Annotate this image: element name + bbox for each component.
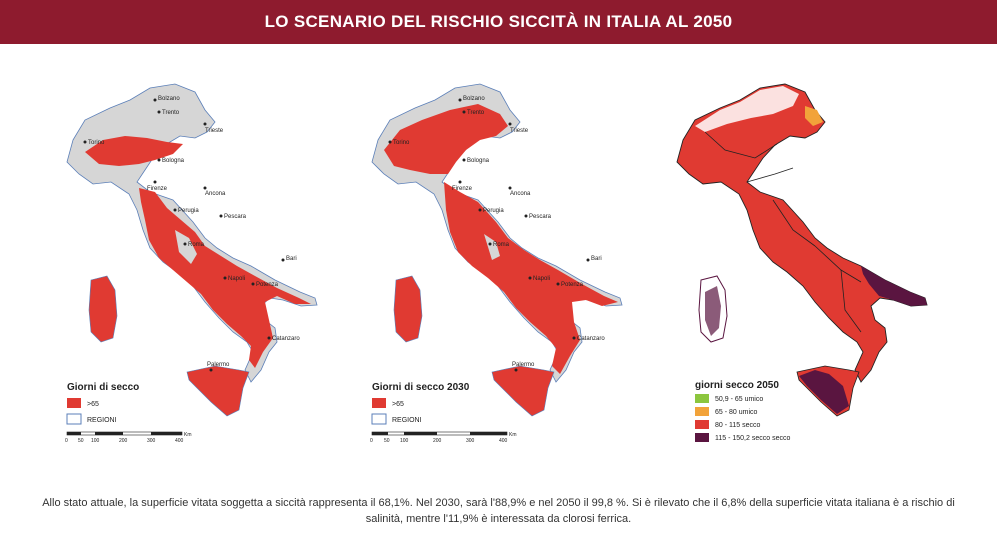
map-2050: giorni secco 2050 50,9 - 65 umico 65 - 8… [665, 70, 965, 460]
city-label: Ancona [510, 191, 531, 197]
city-label: Potenza [256, 282, 279, 288]
city-label: Catanzaro [272, 336, 300, 342]
legend-title: Giorni di secco [67, 382, 139, 393]
scale-tick: 100 [91, 438, 100, 444]
scale-segment [372, 432, 388, 435]
sardinia [393, 275, 423, 343]
scale-segment [404, 432, 437, 435]
city-label: Perugia [483, 208, 504, 214]
legend-swatch [695, 433, 709, 442]
scale-tick: 400 [499, 438, 508, 444]
legend-label: 65 - 80 umico [715, 409, 758, 416]
legend-title: Giorni di secco 2030 [372, 382, 470, 393]
map-current: Bolzano Trento Trieste Torino Bologna Fi… [55, 70, 355, 460]
scale-tick: 300 [147, 438, 156, 444]
city-label: Palermo [512, 362, 535, 368]
very-dry-sicily [799, 370, 849, 414]
city-label: Bologna [162, 158, 185, 164]
very-dry-puglia [861, 266, 927, 306]
map-current-svg: Bolzano Trento Trieste Torino Bologna Fi… [65, 83, 318, 444]
city-label: Catanzaro [577, 336, 605, 342]
legend-label: >65 [87, 401, 99, 408]
legend-label: REGIONI [392, 417, 422, 424]
city-label: Trento [162, 110, 180, 116]
dry-area-po [85, 136, 183, 166]
very-dry-sardinia [705, 286, 721, 336]
city-label: Palermo [207, 362, 230, 368]
city-label: Trieste [205, 128, 224, 134]
map-2030: Bolzano Trento Trieste Torino Bologna Fi… [360, 70, 660, 460]
city-label: Trieste [510, 128, 529, 134]
map-2030-svg: Bolzano Trento Trieste Torino Bologna Fi… [370, 83, 623, 444]
humid-area-orange [805, 106, 823, 126]
dry-area-north [384, 104, 508, 174]
legend-title: giorni secco 2050 [695, 380, 779, 391]
map-2050-svg: giorni secco 2050 50,9 - 65 umico 65 - 8… [676, 83, 928, 442]
city-label: Roma [493, 242, 510, 248]
sardinia [88, 275, 118, 343]
city-label: Bari [591, 256, 602, 262]
scale-tick: 0 [65, 438, 68, 444]
legend-label: 50,9 - 65 umico [715, 396, 763, 403]
legend-swatch [695, 394, 709, 403]
legend-2030: Giorni di secco 2030 >65 REGIONI 0 50 10… [370, 382, 517, 444]
city-markers: Bolzano Trento Trieste Torino Bologna Fi… [83, 96, 300, 372]
region-borders [704, 131, 862, 333]
legend-swatch [695, 407, 709, 416]
city-label: Torino [393, 140, 410, 146]
legend-label: REGIONI [87, 417, 117, 424]
title-banner: LO SCENARIO DEL RISCHIO SICCITÀ IN ITALI… [0, 0, 997, 44]
caption: Allo stato attuale, la superficie vitata… [42, 497, 955, 525]
legend-swatch [67, 398, 81, 408]
scale-tick: 200 [119, 438, 128, 444]
city-label: Bolzano [158, 96, 180, 102]
city-label: Torino [88, 140, 105, 146]
alpine-zone [695, 86, 799, 132]
city-label: Roma [188, 242, 205, 248]
scale-segment [470, 432, 507, 435]
city-label: Potenza [561, 282, 584, 288]
legend-swatch [695, 420, 709, 429]
scale-unit: Km [184, 432, 192, 438]
legend-current: Giorni di secco >65 REGIONI 0 50 100 200… [65, 382, 192, 444]
scale-tick: 300 [466, 438, 475, 444]
legend-swatch [372, 398, 386, 408]
apennine-patch [484, 234, 500, 260]
city-label: Pescara [224, 214, 247, 220]
legend-2050: giorni secco 2050 50,9 - 65 umico 65 - 8… [695, 380, 790, 442]
city-label: Pescara [529, 214, 552, 220]
scale-tick: 0 [370, 438, 373, 444]
scale-segment [67, 432, 81, 435]
city-label: Napoli [533, 276, 550, 282]
scale-tick: 200 [433, 438, 442, 444]
scale-tick: 50 [78, 438, 84, 444]
sicily [491, 365, 555, 417]
apennine-patch [175, 230, 197, 264]
legend-label: 115 - 150,2 secco secco [715, 435, 790, 442]
city-label: Ancona [205, 191, 226, 197]
page-title: LO SCENARIO DEL RISCHIO SICCITÀ IN ITALI… [264, 12, 733, 31]
legend-swatch [66, 413, 82, 425]
city-label: Perugia [178, 208, 199, 214]
city-label: Napoli [228, 276, 245, 282]
city-markers: Bolzano Trento Trieste Torino Bologna Fi… [388, 96, 605, 372]
legend-label: 80 - 115 secco [715, 422, 761, 429]
scale-tick: 400 [175, 438, 184, 444]
legend-label: >65 [392, 401, 404, 408]
city-label: Bologna [467, 158, 490, 164]
scale-unit: Km [509, 432, 517, 438]
city-label: Firenze [452, 186, 473, 192]
scale-tick: 100 [400, 438, 409, 444]
sicily [186, 365, 250, 417]
legend-swatch [371, 413, 387, 425]
scale-segment [151, 432, 182, 435]
scale-segment [95, 432, 123, 435]
city-label: Trento [467, 110, 485, 116]
scale-tick: 50 [384, 438, 390, 444]
city-label: Bari [286, 256, 297, 262]
city-label: Firenze [147, 186, 168, 192]
city-label: Bolzano [463, 96, 485, 102]
